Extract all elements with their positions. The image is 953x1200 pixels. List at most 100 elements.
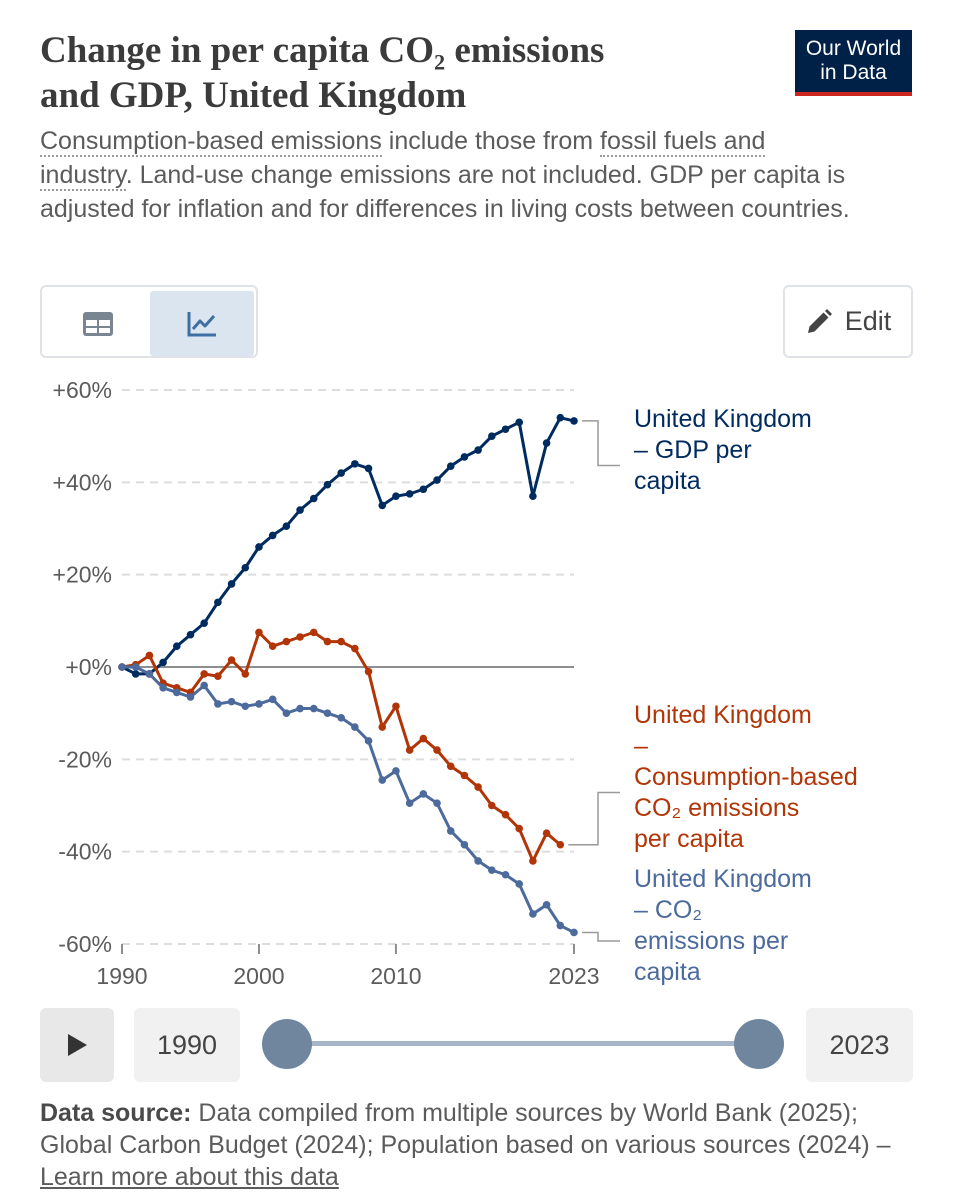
data-point-co2: [214, 700, 222, 708]
data-point-gdp: [433, 476, 441, 484]
data-point-consumption: [282, 637, 291, 646]
data-point-co2: [131, 663, 140, 671]
data-point-consumption: [364, 667, 373, 676]
data-point-co2: [419, 790, 428, 798]
data-point-co2: [282, 709, 291, 717]
data-point-gdp: [282, 522, 291, 530]
data-point-consumption: [488, 801, 496, 810]
chart-title: Change in per capita CO₂ emissions and G…: [40, 28, 780, 118]
data-source: Data source: Data compiled from multiple…: [40, 1097, 900, 1193]
series-line-co2: [122, 665, 575, 934]
data-point-consumption: [241, 670, 250, 678]
series-label-co2: United Kingdom: [634, 865, 812, 893]
x-tick-label: 2023: [548, 963, 599, 989]
data-point-gdp: [255, 543, 263, 551]
data-point-gdp: [186, 630, 195, 639]
data-point-consumption: [255, 628, 263, 637]
data-point-co2: [570, 928, 578, 937]
fossil-fuels-link[interactable]: fossil fuels and industry: [40, 127, 766, 191]
pencil-icon: [807, 308, 832, 333]
data-point-gdp: [378, 501, 387, 510]
series-label-consumption: CO₂ emissions: [634, 794, 799, 822]
data-point-consumption: [227, 656, 236, 664]
y-tick-label: +20%: [53, 562, 112, 588]
data-point-gdp: [460, 453, 469, 461]
data-point-co2: [529, 910, 537, 918]
x-tick-label: 2000: [233, 963, 284, 989]
y-tick-label: +0%: [65, 654, 112, 680]
data-point-co2: [241, 702, 250, 711]
logo-line-2: in Data: [820, 61, 887, 84]
data-point-co2: [501, 870, 510, 879]
data-point-co2: [159, 683, 167, 692]
series-label-consumption: Consumption-based: [634, 763, 858, 791]
data-point-gdp: [405, 490, 414, 498]
series-label-gdp: – GDP per: [634, 436, 752, 464]
edit-button[interactable]: Edit: [783, 285, 913, 358]
data-point-co2: [378, 776, 387, 784]
data-point-co2: [309, 704, 318, 713]
data-point-co2: [268, 695, 277, 704]
edit-label: Edit: [844, 306, 892, 336]
y-tick-label: -60%: [58, 931, 112, 957]
data-point-gdp: [364, 464, 373, 473]
table-icon: [83, 311, 113, 336]
data-point-gdp: [570, 417, 578, 425]
label-connector-consumption: [568, 791, 620, 846]
data-point-consumption: [392, 702, 400, 711]
data-point-co2: [255, 700, 263, 708]
data-point-gdp: [131, 670, 140, 678]
label-connector-gdp: [582, 420, 620, 467]
title-line-2: and GDP, United Kingdom: [40, 75, 467, 116]
data-point-consumption: [351, 644, 359, 653]
timeline-end-handle[interactable]: [734, 1019, 784, 1069]
table-view-button[interactable]: [46, 291, 150, 356]
y-tick-label: -40%: [58, 839, 112, 865]
consumption-based-emissions-link[interactable]: Consumption-based emissions: [40, 127, 382, 157]
chart-view-button[interactable]: [150, 291, 254, 356]
data-point-gdp: [214, 598, 222, 607]
play-button[interactable]: [40, 1008, 114, 1082]
play-icon: [68, 1034, 87, 1056]
data-point-gdp: [309, 494, 318, 503]
y-tick-label: +40%: [53, 469, 112, 495]
data-point-consumption: [542, 829, 551, 837]
data-point-co2: [296, 704, 304, 713]
chart-grid: [122, 389, 574, 945]
series-label-gdp: United Kingdom: [634, 405, 812, 433]
data-point-consumption: [309, 628, 318, 637]
data-point-co2: [488, 866, 496, 874]
data-point-gdp: [351, 460, 359, 468]
end-year-label[interactable]: 2023: [806, 1008, 913, 1082]
chart-subtitle: Consumption-based emissions include thos…: [40, 124, 860, 226]
timeline-track[interactable]: [287, 1041, 759, 1046]
source-label: Data source:: [40, 1099, 192, 1127]
owid-logo[interactable]: Our World in Data: [795, 30, 912, 96]
data-point-co2: [405, 799, 414, 807]
data-point-consumption: [378, 723, 387, 731]
subtitle-text-1: include those from: [381, 127, 601, 155]
data-point-gdp: [446, 462, 455, 470]
data-point-co2: [186, 693, 195, 701]
series-label-co2: emissions per: [634, 927, 788, 955]
data-point-co2: [351, 723, 359, 731]
data-point-co2: [337, 713, 345, 722]
data-point-consumption: [145, 651, 154, 660]
data-point-co2: [474, 857, 482, 865]
series-lines: [118, 413, 578, 937]
start-year-label[interactable]: 1990: [134, 1008, 240, 1082]
timeline-start-handle[interactable]: [262, 1019, 312, 1069]
data-point-co2: [542, 900, 551, 909]
data-point-co2: [118, 663, 126, 671]
data-point-gdp: [556, 413, 565, 422]
data-point-gdp: [159, 658, 167, 667]
data-point-gdp: [542, 439, 551, 447]
data-point-consumption: [529, 857, 537, 865]
data-point-co2: [515, 880, 524, 888]
data-point-gdp: [488, 432, 496, 440]
series-label-co2: capita: [634, 958, 701, 986]
data-point-consumption: [419, 734, 428, 743]
data-point-gdp: [172, 642, 181, 651]
data-point-gdp: [515, 418, 524, 427]
learn-more-link[interactable]: Learn more about this data: [40, 1163, 339, 1191]
